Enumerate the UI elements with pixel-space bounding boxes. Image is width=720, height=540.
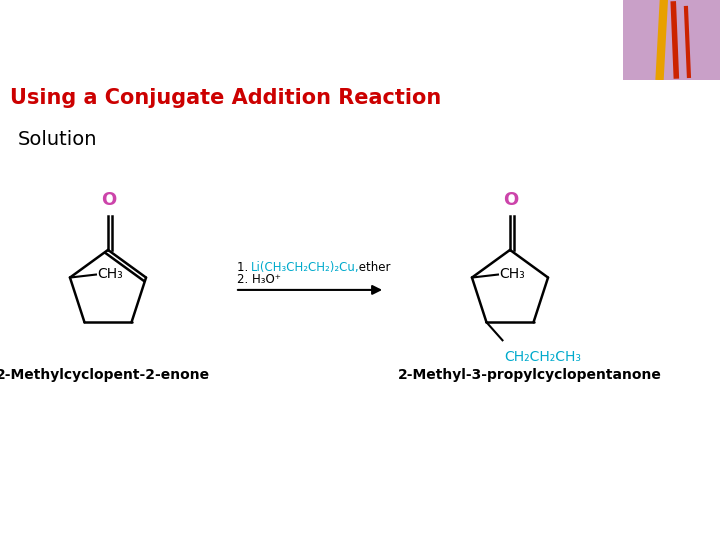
Text: O: O: [503, 191, 518, 209]
Text: Li(CH₃CH₂CH₂)₂Cu,: Li(CH₃CH₂CH₂)₂Cu,: [251, 261, 359, 274]
Text: 1.: 1.: [237, 261, 252, 274]
Text: CH₂CH₂CH₃: CH₂CH₂CH₃: [505, 350, 582, 365]
Text: O: O: [102, 191, 117, 209]
Text: Using a Conjugate Addition Reaction: Using a Conjugate Addition Reaction: [10, 88, 441, 108]
Text: CH₃: CH₃: [499, 267, 525, 281]
Text: 2-Methylcyclopent-2-enone: 2-Methylcyclopent-2-enone: [0, 368, 210, 382]
Text: Solution: Solution: [18, 130, 97, 149]
Text: Worked Example 14. 4: Worked Example 14. 4: [16, 25, 398, 55]
Text: CH₃: CH₃: [97, 267, 122, 281]
Text: 2-Methyl-3-propylcyclopentanone: 2-Methyl-3-propylcyclopentanone: [398, 368, 662, 382]
Text: 2. H₃O⁺: 2. H₃O⁺: [237, 273, 281, 286]
Text: ether: ether: [355, 261, 390, 274]
